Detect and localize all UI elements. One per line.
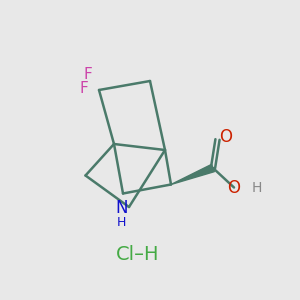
- Text: N: N: [115, 199, 128, 217]
- Text: H: H: [117, 215, 126, 229]
- Text: Cl–H: Cl–H: [116, 245, 160, 265]
- Text: O: O: [219, 128, 232, 146]
- Text: F: F: [79, 81, 88, 96]
- Text: H: H: [251, 181, 262, 194]
- Polygon shape: [171, 164, 214, 184]
- Text: O: O: [227, 179, 241, 197]
- Text: F: F: [83, 67, 92, 82]
